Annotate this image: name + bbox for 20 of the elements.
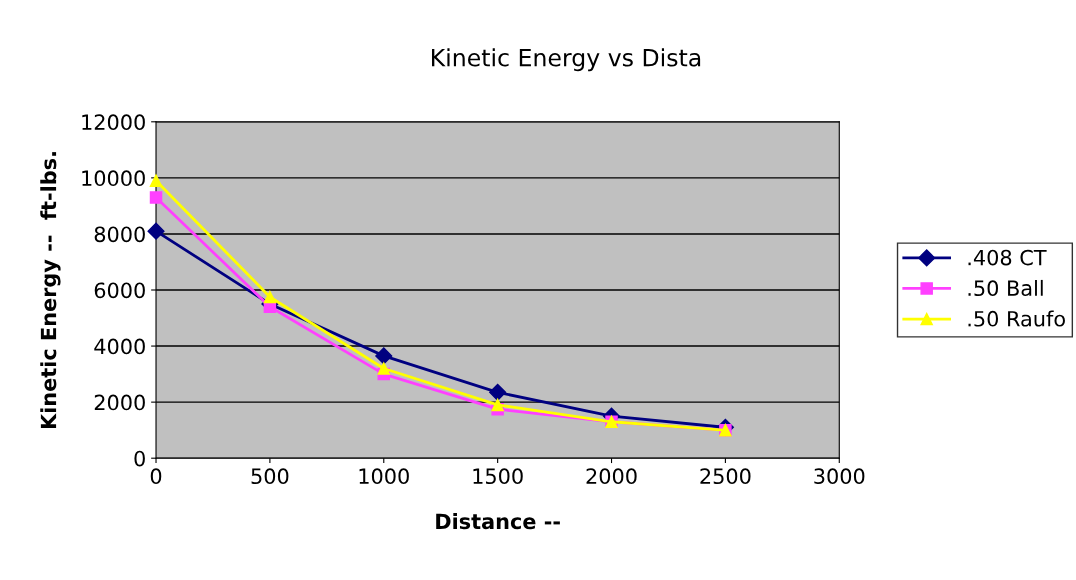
y-tick-label: 10000 (82, 170, 145, 187)
y-tick-label: 6000 (94, 282, 145, 299)
x-tick-label: 500 (251, 468, 289, 485)
y-tick-label: 12000 (82, 114, 145, 131)
x-tick-label: 3000 (814, 468, 865, 485)
y-tick-label: 0 (134, 450, 145, 467)
x-axis-title: Distance -- (436, 513, 560, 530)
legend-label: .408 CT (968, 249, 1047, 266)
y-tick-label: 4000 (94, 338, 145, 355)
legend-label: .50 Ball (968, 279, 1043, 297)
y-tick-label: 2000 (94, 394, 145, 411)
y-tick-label: 8000 (94, 226, 145, 243)
y-axis-title: Kinetic Energy -- ft-lbs. (40, 152, 61, 429)
x-tick-label: 0 (150, 468, 162, 485)
legend-label: .50 Raufo (968, 310, 1065, 327)
x-tick-label: 2500 (700, 468, 751, 485)
x-tick-label: 2000 (586, 468, 637, 485)
chart-title: Kinetic Energy vs Dista (432, 48, 701, 72)
x-tick-label: 1000 (359, 468, 409, 485)
x-tick-label: 1500 (473, 468, 523, 485)
